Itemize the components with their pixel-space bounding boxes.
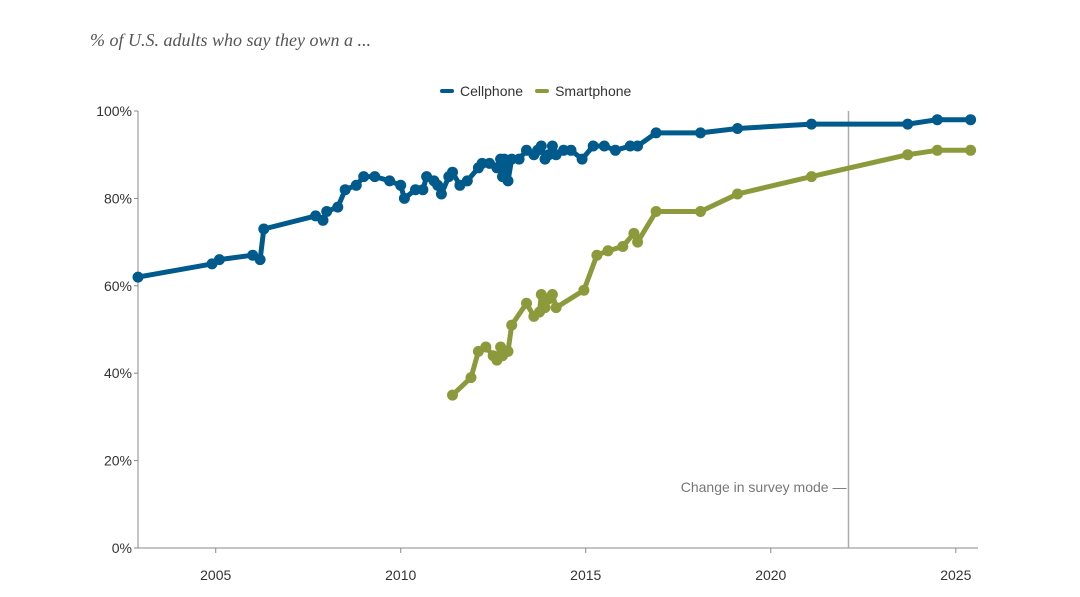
smartphone-point: [931, 144, 943, 156]
cellphone-point: [576, 153, 588, 165]
y-tick-label: 20%: [104, 453, 132, 469]
smartphone-point: [591, 249, 603, 261]
legend-item-smartphone: Smartphone: [535, 83, 631, 99]
smartphone-point: [806, 171, 817, 183]
legend-label-cellphone: Cellphone: [460, 83, 524, 99]
smartphone-point: [965, 144, 977, 156]
y-tick-label: 60%: [104, 278, 132, 294]
cellphone-point: [502, 175, 514, 187]
cellphone-point: [350, 179, 362, 191]
smartphone-point: [550, 302, 562, 314]
cellphone-point: [461, 175, 473, 187]
cellphone-point: [317, 214, 329, 226]
smartphone-point: [578, 284, 590, 296]
cellphone-point: [931, 114, 943, 126]
x-tick-label: 2020: [755, 567, 786, 583]
legend-label-smartphone: Smartphone: [555, 83, 632, 99]
smartphone-point: [465, 372, 477, 384]
cellphone-point: [513, 153, 525, 165]
cellphone-point: [598, 140, 610, 152]
cellphone-point: [432, 179, 444, 191]
x-tick-label: 2015: [570, 567, 601, 583]
cellphone-point: [254, 254, 266, 266]
cellphone-point: [965, 114, 977, 126]
y-tick-label: 40%: [104, 365, 132, 381]
cellphone-point: [417, 184, 429, 196]
cellphone-point: [535, 140, 547, 152]
cellphone-point: [609, 144, 621, 156]
legend-item-cellphone: Cellphone: [440, 83, 523, 99]
cellphone-point: [546, 140, 558, 152]
cellphone-point: [491, 162, 503, 174]
cellphone-point: [213, 254, 225, 266]
cellphone-point: [258, 223, 270, 235]
cellphone-point: [632, 140, 644, 152]
survey-mode-label: Change in survey mode —: [681, 479, 847, 495]
smartphone-point: [602, 245, 614, 257]
cellphone-point: [565, 144, 577, 156]
smartphone-point: [480, 341, 492, 353]
cellphone-point: [587, 140, 599, 152]
cellphone-point: [132, 271, 144, 283]
legend-swatch-smartphone: [535, 89, 550, 93]
y-tick-label: 80%: [104, 190, 132, 206]
y-tick-label: 0%: [112, 540, 132, 556]
cellphone-point: [447, 166, 458, 178]
x-tick-label: 2025: [940, 567, 971, 583]
cellphone-point: [902, 118, 914, 130]
smartphone-point: [506, 319, 518, 331]
y-tick-label: 100%: [96, 103, 132, 119]
chart-legend: Cellphone Smartphone: [440, 83, 631, 99]
smartphone-point: [628, 227, 640, 239]
smartphone-point: [617, 241, 629, 252]
cellphone-point: [500, 162, 512, 174]
cellphone-point: [806, 118, 817, 130]
cellphone-point: [358, 171, 370, 183]
cellphone-point: [339, 184, 351, 196]
cellphone-point: [695, 127, 706, 139]
x-tick-label: 2010: [385, 567, 416, 583]
cellphone-point: [435, 188, 447, 200]
cellphone-point: [384, 175, 396, 187]
smartphone-point: [521, 297, 532, 309]
cellphone-point: [332, 201, 344, 213]
legend-swatch-cellphone: [440, 89, 454, 93]
cellphone-point: [398, 192, 410, 204]
cellphone-point: [732, 123, 743, 134]
cellphone-point: [321, 206, 333, 217]
smartphone-point: [539, 302, 551, 314]
cellphone-point: [395, 179, 407, 191]
smartphone-line: [450, 147, 974, 398]
chart-subtitle: % of U.S. adults who say they own a ...: [90, 30, 371, 50]
smartphone-point: [695, 206, 706, 217]
smartphone-point: [902, 149, 914, 161]
x-tick-label: 2005: [200, 567, 231, 583]
smartphone-point: [650, 206, 662, 217]
smartphone-point: [502, 345, 514, 357]
smartphone-point: [632, 236, 644, 248]
cellphone-point: [650, 127, 662, 139]
smartphone-point: [447, 389, 458, 401]
cellphone-point: [369, 171, 381, 183]
smartphone-point: [546, 289, 558, 300]
smartphone-point: [732, 188, 743, 200]
